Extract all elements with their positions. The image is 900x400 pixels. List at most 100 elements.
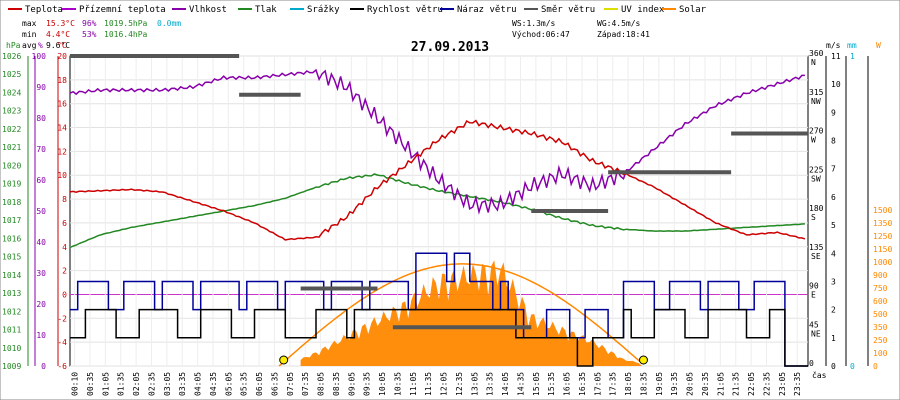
pressure-tick: 1017 [2,216,21,225]
time-tick: 17:35 [609,372,618,396]
axes: 20181614121086420-2-4-610090807060504030… [2,49,892,371]
stat-max-rain: 0.0mm [157,19,181,28]
pressure-tick: 1010 [2,344,21,353]
humidity-tick: 30 [36,269,46,278]
temp-tick: 12 [57,147,67,156]
temp-tick: 2 [62,267,67,276]
time-tick: 16:05 [563,372,572,396]
sun-event-marker [279,355,289,365]
time-tick: 22:35 [762,372,771,396]
time-tick: 19:35 [670,372,679,396]
stat-max-press: 1019.5hPa [104,19,148,28]
speed-tick: 0 [831,362,836,371]
time-tick: 13:35 [486,372,495,396]
time-tick: 11:35 [424,372,433,396]
humidity-tick: 90 [36,83,46,92]
legend-label: Přízemní teplota [79,5,166,15]
wind-speed-line [70,308,808,367]
legend: Teplota Přízemní teplota Vlhkost Tlak Srážky… [8,5,707,15]
pressure-tick: 1025 [2,70,21,79]
time-tick: 12:05 [440,372,449,396]
solar-tick: 1150 [873,245,892,254]
temp-tick: 6 [62,219,67,228]
speed-tick: 3 [831,277,836,286]
humidity-tick: 60 [36,176,46,185]
direction-degree-tick: 135 [809,243,824,252]
pressure-tick: 1013 [2,289,21,298]
time-tick: 18:35 [639,372,648,396]
time-tick: 10:05 [378,372,387,396]
solar-tick: 1350 [873,219,892,228]
time-tick: 21:05 [716,372,725,396]
solar-tick: 1000 [873,258,892,267]
stat-avg-temp: 9.6°C [46,41,70,50]
pressure-tick: 1023 [2,107,21,116]
rain-tick: 1 [850,52,855,61]
time-tick: 08:05 [317,372,326,396]
info-ws: WS:1.3m/s [512,19,556,28]
humidity-tick: 10 [36,331,46,340]
temp-tick: 18 [57,76,67,85]
humidity-tick: 100 [32,52,47,61]
direction-name-tick: N [811,58,816,67]
stat-min-temp: 4.4°C [46,30,70,39]
legend-label: Tlak [255,5,277,15]
humidity-tick: 70 [36,145,46,154]
time-tick: 04:05 [194,372,203,396]
time-tick: 15:05 [532,372,541,396]
time-tick: 10:35 [393,372,402,396]
temp-tick: 10 [57,171,67,180]
solar-tick: 600 [873,297,888,306]
direction-degree-tick: 315 [809,88,824,97]
time-tick: 21:35 [732,372,741,396]
direction-name-tick: S [811,213,816,222]
solar-theory-curve [278,263,643,367]
direction-degree-tick: 45 [809,320,819,329]
unit-temp: °C [57,41,67,50]
pressure-tick: 1018 [2,198,21,207]
unit-humidity: % [38,41,43,50]
direction-degree-tick: 90 [809,282,819,291]
humidity-tick: 20 [36,300,46,309]
direction-degree-tick: 180 [809,204,824,213]
temperature-line [69,119,806,241]
pressure-tick: 1026 [2,52,21,61]
speed-tick: 10 [831,80,841,89]
solar-tick: 250 [873,336,888,345]
humidity-tick: 50 [36,207,46,216]
pressure-tick: 1020 [2,161,21,170]
time-tick: 04:35 [209,372,218,396]
speed-tick: 11 [831,52,841,61]
pressure-tick: 1014 [2,271,21,280]
time-tick: 14:35 [516,372,525,396]
time-tick: 17:05 [593,372,602,396]
stat-max-hum: 96% [82,19,97,28]
stat-min-hum: 53% [82,30,97,39]
time-tick: 06:35 [270,372,279,396]
solar-tick: 1250 [873,232,892,241]
x-axis-label: čas [812,370,827,380]
stat-min-label: min [22,30,37,39]
time-tick: 07:05 [286,372,295,396]
direction-name-tick: E [811,291,816,300]
speed-tick: 4 [831,249,836,258]
legend-label: Srážky [307,5,340,15]
time-tick: 02:05 [132,372,141,396]
speed-tick: 6 [831,193,836,202]
info-block: WS:1.3m/s WG:4.5m/s Východ:06:47 Západ:1… [512,19,650,39]
time-tick: 23:35 [793,372,802,396]
time-tick: 12:35 [455,372,464,396]
temp-tick: -6 [57,362,67,371]
pressure-tick: 1009 [2,362,21,371]
unit-rain: mm [847,41,857,50]
speed-tick: 8 [831,137,836,146]
temp-tick: 20 [57,52,67,61]
speed-tick: 9 [831,108,836,117]
chart-title: 27.09.2013 [411,40,489,55]
solar-tick: 500 [873,310,888,319]
time-tick: 09:05 [347,372,356,396]
pressure-tick: 1019 [2,180,21,189]
pressure-line [69,173,805,249]
time-tick: 05:05 [224,372,233,396]
